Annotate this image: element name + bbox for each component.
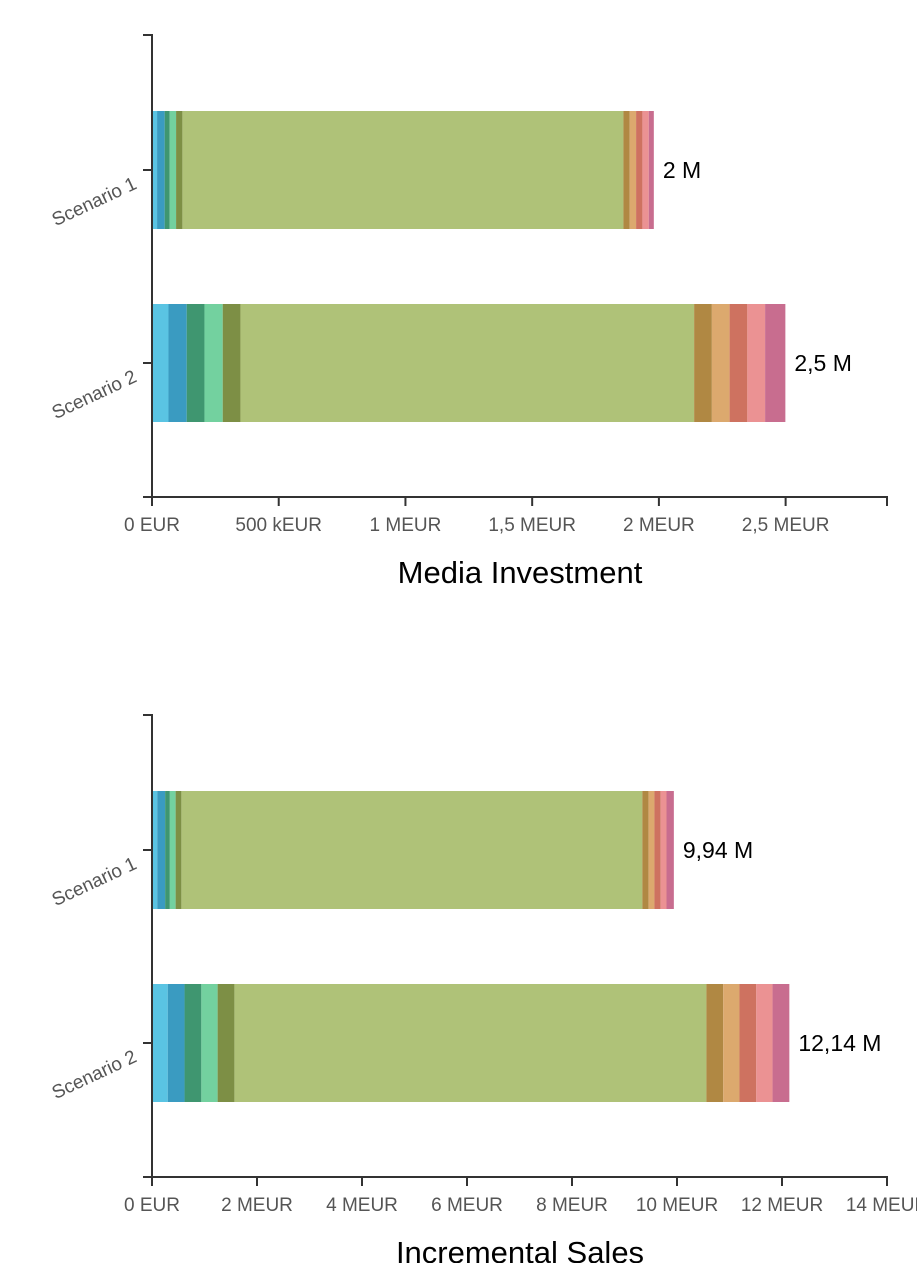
total-label: 2,5 M (794, 350, 852, 376)
bar-segment[interactable] (152, 791, 158, 909)
bar-segment[interactable] (240, 304, 695, 422)
y-axis-line (143, 714, 153, 1178)
chart-media-investment: 2 M Scenario 1 2,5 M Scenario 2 0 EUR 500 kEU… (49, 34, 888, 590)
x-axis-title: Media Investment (398, 555, 643, 590)
x-tick-label: 2,5 MEUR (742, 515, 830, 536)
bar-segment[interactable] (157, 111, 165, 229)
bar-segment[interactable] (648, 111, 654, 229)
category-label: Scenario 1 (49, 173, 140, 230)
total-label: 12,14 M (798, 1030, 881, 1056)
bar-segment[interactable] (152, 984, 168, 1102)
bar-segment[interactable] (723, 984, 740, 1102)
x-tick-label: 10 MEUR (636, 1195, 718, 1216)
bar-segment[interactable] (729, 304, 748, 422)
bar-segment[interactable] (201, 984, 218, 1102)
bar-segment[interactable] (642, 791, 649, 909)
category-label: Scenario 2 (49, 366, 140, 423)
bar-segment[interactable] (175, 791, 182, 909)
x-tick-label: 500 kEUR (235, 515, 322, 536)
x-tick-label: 1,5 MEUR (488, 515, 576, 536)
bar-segment[interactable] (165, 791, 170, 909)
bar-segment[interactable] (169, 111, 177, 229)
bar-segment[interactable] (234, 984, 707, 1102)
bar-segment[interactable] (648, 791, 655, 909)
bar-segment[interactable] (660, 791, 667, 909)
bar-segment[interactable] (152, 304, 169, 422)
x-tick-label: 0 EUR (124, 1195, 180, 1216)
bar-segment[interactable] (176, 111, 183, 229)
bar-segment[interactable] (157, 791, 166, 909)
bar-segment[interactable] (694, 304, 712, 422)
bar-segment[interactable] (167, 984, 185, 1102)
x-tick-label: 14 MEUR (846, 1195, 917, 1216)
bar-segment[interactable] (666, 791, 674, 909)
bar-segment[interactable] (739, 984, 757, 1102)
chart-incremental-sales: 9,94 M Scenario 1 12,14 M Scenario 2 0 EUR 2 … (49, 714, 917, 1263)
x-tick-label: 4 MEUR (326, 1195, 398, 1216)
bar-segment[interactable] (164, 111, 170, 229)
x-axis-line (151, 496, 888, 506)
x-tick-label: 8 MEUR (536, 1195, 608, 1216)
x-axis-line (151, 1176, 888, 1186)
x-tick-label: 0 EUR (124, 515, 180, 536)
category-label: Scenario 1 (49, 853, 140, 910)
x-tick-label: 2 MEUR (623, 515, 695, 536)
bar-segment[interactable] (181, 791, 643, 909)
bar-segment[interactable] (222, 304, 241, 422)
total-label: 9,94 M (683, 837, 753, 863)
bar-segment[interactable] (152, 111, 158, 229)
x-tick-label: 12 MEUR (741, 1195, 823, 1216)
bar-segment[interactable] (642, 111, 649, 229)
bar-segment[interactable] (756, 984, 773, 1102)
bar-segment[interactable] (186, 304, 205, 422)
bar-segment[interactable] (636, 111, 643, 229)
bar-segment[interactable] (706, 984, 724, 1102)
total-label: 2 M (663, 157, 701, 183)
bar-segment[interactable] (184, 984, 202, 1102)
x-tick-label: 1 MEUR (370, 515, 442, 536)
bar-segment[interactable] (169, 791, 176, 909)
bar-segment[interactable] (168, 304, 187, 422)
bar-segment[interactable] (623, 111, 630, 229)
bar-segment[interactable] (182, 111, 624, 229)
x-tick-label: 6 MEUR (431, 1195, 503, 1216)
bar-segment[interactable] (204, 304, 223, 422)
bar-segment[interactable] (654, 791, 661, 909)
bar-segment[interactable] (747, 304, 766, 422)
bar-segment[interactable] (772, 984, 790, 1102)
y-axis-line (143, 34, 153, 498)
x-axis-title: Incremental Sales (396, 1235, 644, 1263)
x-tick-label: 2 MEUR (221, 1195, 293, 1216)
bar-segment[interactable] (765, 304, 786, 422)
bar-segment[interactable] (217, 984, 235, 1102)
bar-segment[interactable] (629, 111, 637, 229)
category-label: Scenario 2 (49, 1046, 140, 1103)
bar-segment[interactable] (711, 304, 730, 422)
